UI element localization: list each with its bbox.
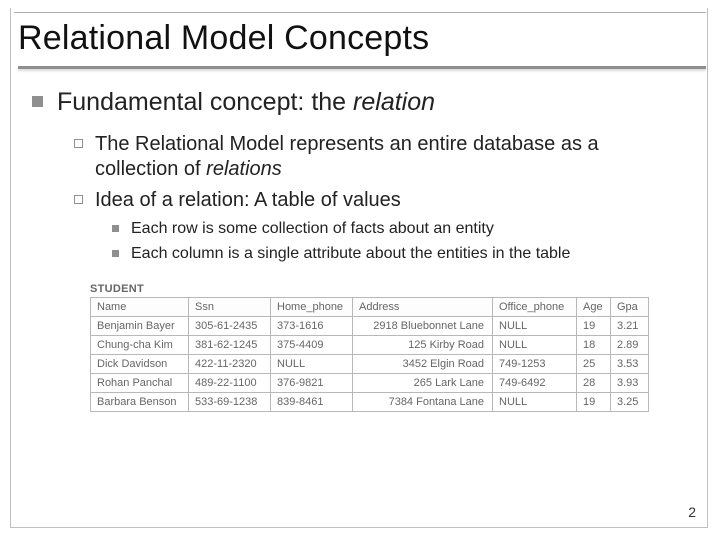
table-row: Benjamin Bayer305-61-2435373-16162918 Bl… bbox=[91, 316, 649, 335]
table-row: Barbara Benson533-69-1238839-84617384 Fo… bbox=[91, 392, 649, 411]
table-cell: 376-9821 bbox=[271, 373, 353, 392]
table-cell: Dick Davidson bbox=[91, 354, 189, 373]
student-table: Name Ssn Home_phone Address Office_phone… bbox=[90, 297, 649, 412]
col-header: Address bbox=[353, 297, 493, 316]
lvl2-text: Idea of a relation: A table of values bbox=[95, 189, 401, 211]
page-number: 2 bbox=[688, 504, 696, 520]
open-square-bullet-icon bbox=[74, 139, 83, 148]
slide-body: Fundamental concept: the relation The Re… bbox=[14, 87, 706, 412]
table-cell: 28 bbox=[577, 373, 611, 392]
table-cell: 749-6492 bbox=[493, 373, 577, 392]
table-header-row: Name Ssn Home_phone Address Office_phone… bbox=[91, 297, 649, 316]
table-cell: NULL bbox=[493, 316, 577, 335]
square-bullet-icon bbox=[32, 96, 43, 107]
col-header: Gpa bbox=[611, 297, 649, 316]
col-header: Office_phone bbox=[493, 297, 577, 316]
col-header: Age bbox=[577, 297, 611, 316]
table-cell: 381-62-1245 bbox=[189, 335, 271, 354]
table-cell: Barbara Benson bbox=[91, 392, 189, 411]
table-row: Dick Davidson422-11-2320NULL3452 Elgin R… bbox=[91, 354, 649, 373]
col-header: Home_phone bbox=[271, 297, 353, 316]
table-cell: NULL bbox=[271, 354, 353, 373]
table-cell: 19 bbox=[577, 316, 611, 335]
bullet-level1: Fundamental concept: the relation bbox=[32, 87, 686, 118]
student-table-wrap: STUDENT Name Ssn Home_phone Address Offi… bbox=[32, 283, 686, 412]
table-cell: 18 bbox=[577, 335, 611, 354]
bullet-level3: Each column is a single attribute about … bbox=[112, 244, 686, 265]
lvl2-italic: relations bbox=[206, 158, 282, 180]
bullet-level3: Each row is some collection of facts abo… bbox=[112, 219, 686, 240]
table-cell: 375-4409 bbox=[271, 335, 353, 354]
lvl2-text: The Relational Model represents an entir… bbox=[95, 133, 599, 180]
lvl1-italic: relation bbox=[353, 88, 435, 116]
table-cell: 489-22-1100 bbox=[189, 373, 271, 392]
lvl3-text: Each row is some collection of facts abo… bbox=[131, 219, 494, 240]
table-cell: 265 Lark Lane bbox=[353, 373, 493, 392]
table-cell: 19 bbox=[577, 392, 611, 411]
table-cell: Chung-cha Kim bbox=[91, 335, 189, 354]
lvl1-text: Fundamental concept: the bbox=[57, 88, 353, 116]
col-header: Ssn bbox=[189, 297, 271, 316]
small-square-bullet-icon bbox=[112, 250, 119, 257]
table-cell: 3.53 bbox=[611, 354, 649, 373]
table-cell: 3.21 bbox=[611, 316, 649, 335]
table-cell: 305-61-2435 bbox=[189, 316, 271, 335]
table-cell: 533-69-1238 bbox=[189, 392, 271, 411]
bullet-level2: Idea of a relation: A table of values bbox=[74, 188, 686, 213]
slide-title: Relational Model Concepts bbox=[18, 13, 706, 66]
table-row: Rohan Panchal489-22-1100376-9821265 Lark… bbox=[91, 373, 649, 392]
table-cell: 3452 Elgin Road bbox=[353, 354, 493, 373]
table-cell: 2.89 bbox=[611, 335, 649, 354]
table-cell: 373-1616 bbox=[271, 316, 353, 335]
small-square-bullet-icon bbox=[112, 225, 119, 232]
table-cell: 2918 Bluebonnet Lane bbox=[353, 316, 493, 335]
table-cell: 125 Kirby Road bbox=[353, 335, 493, 354]
open-square-bullet-icon bbox=[74, 195, 83, 204]
table-cell: 3.25 bbox=[611, 392, 649, 411]
table-label: STUDENT bbox=[90, 283, 686, 295]
table-cell: 25 bbox=[577, 354, 611, 373]
table-cell: NULL bbox=[493, 335, 577, 354]
table-cell: 749-1253 bbox=[493, 354, 577, 373]
table-row: Chung-cha Kim381-62-1245375-4409125 Kirb… bbox=[91, 335, 649, 354]
table-cell: NULL bbox=[493, 392, 577, 411]
title-underline bbox=[18, 66, 706, 69]
table-cell: 839-8461 bbox=[271, 392, 353, 411]
table-cell: 3.93 bbox=[611, 373, 649, 392]
table-cell: Rohan Panchal bbox=[91, 373, 189, 392]
col-header: Name bbox=[91, 297, 189, 316]
lvl3-text: Each column is a single attribute about … bbox=[131, 244, 570, 265]
table-cell: 7384 Fontana Lane bbox=[353, 392, 493, 411]
table-cell: Benjamin Bayer bbox=[91, 316, 189, 335]
table-cell: 422-11-2320 bbox=[189, 354, 271, 373]
bullet-level2: The Relational Model represents an entir… bbox=[74, 132, 686, 182]
